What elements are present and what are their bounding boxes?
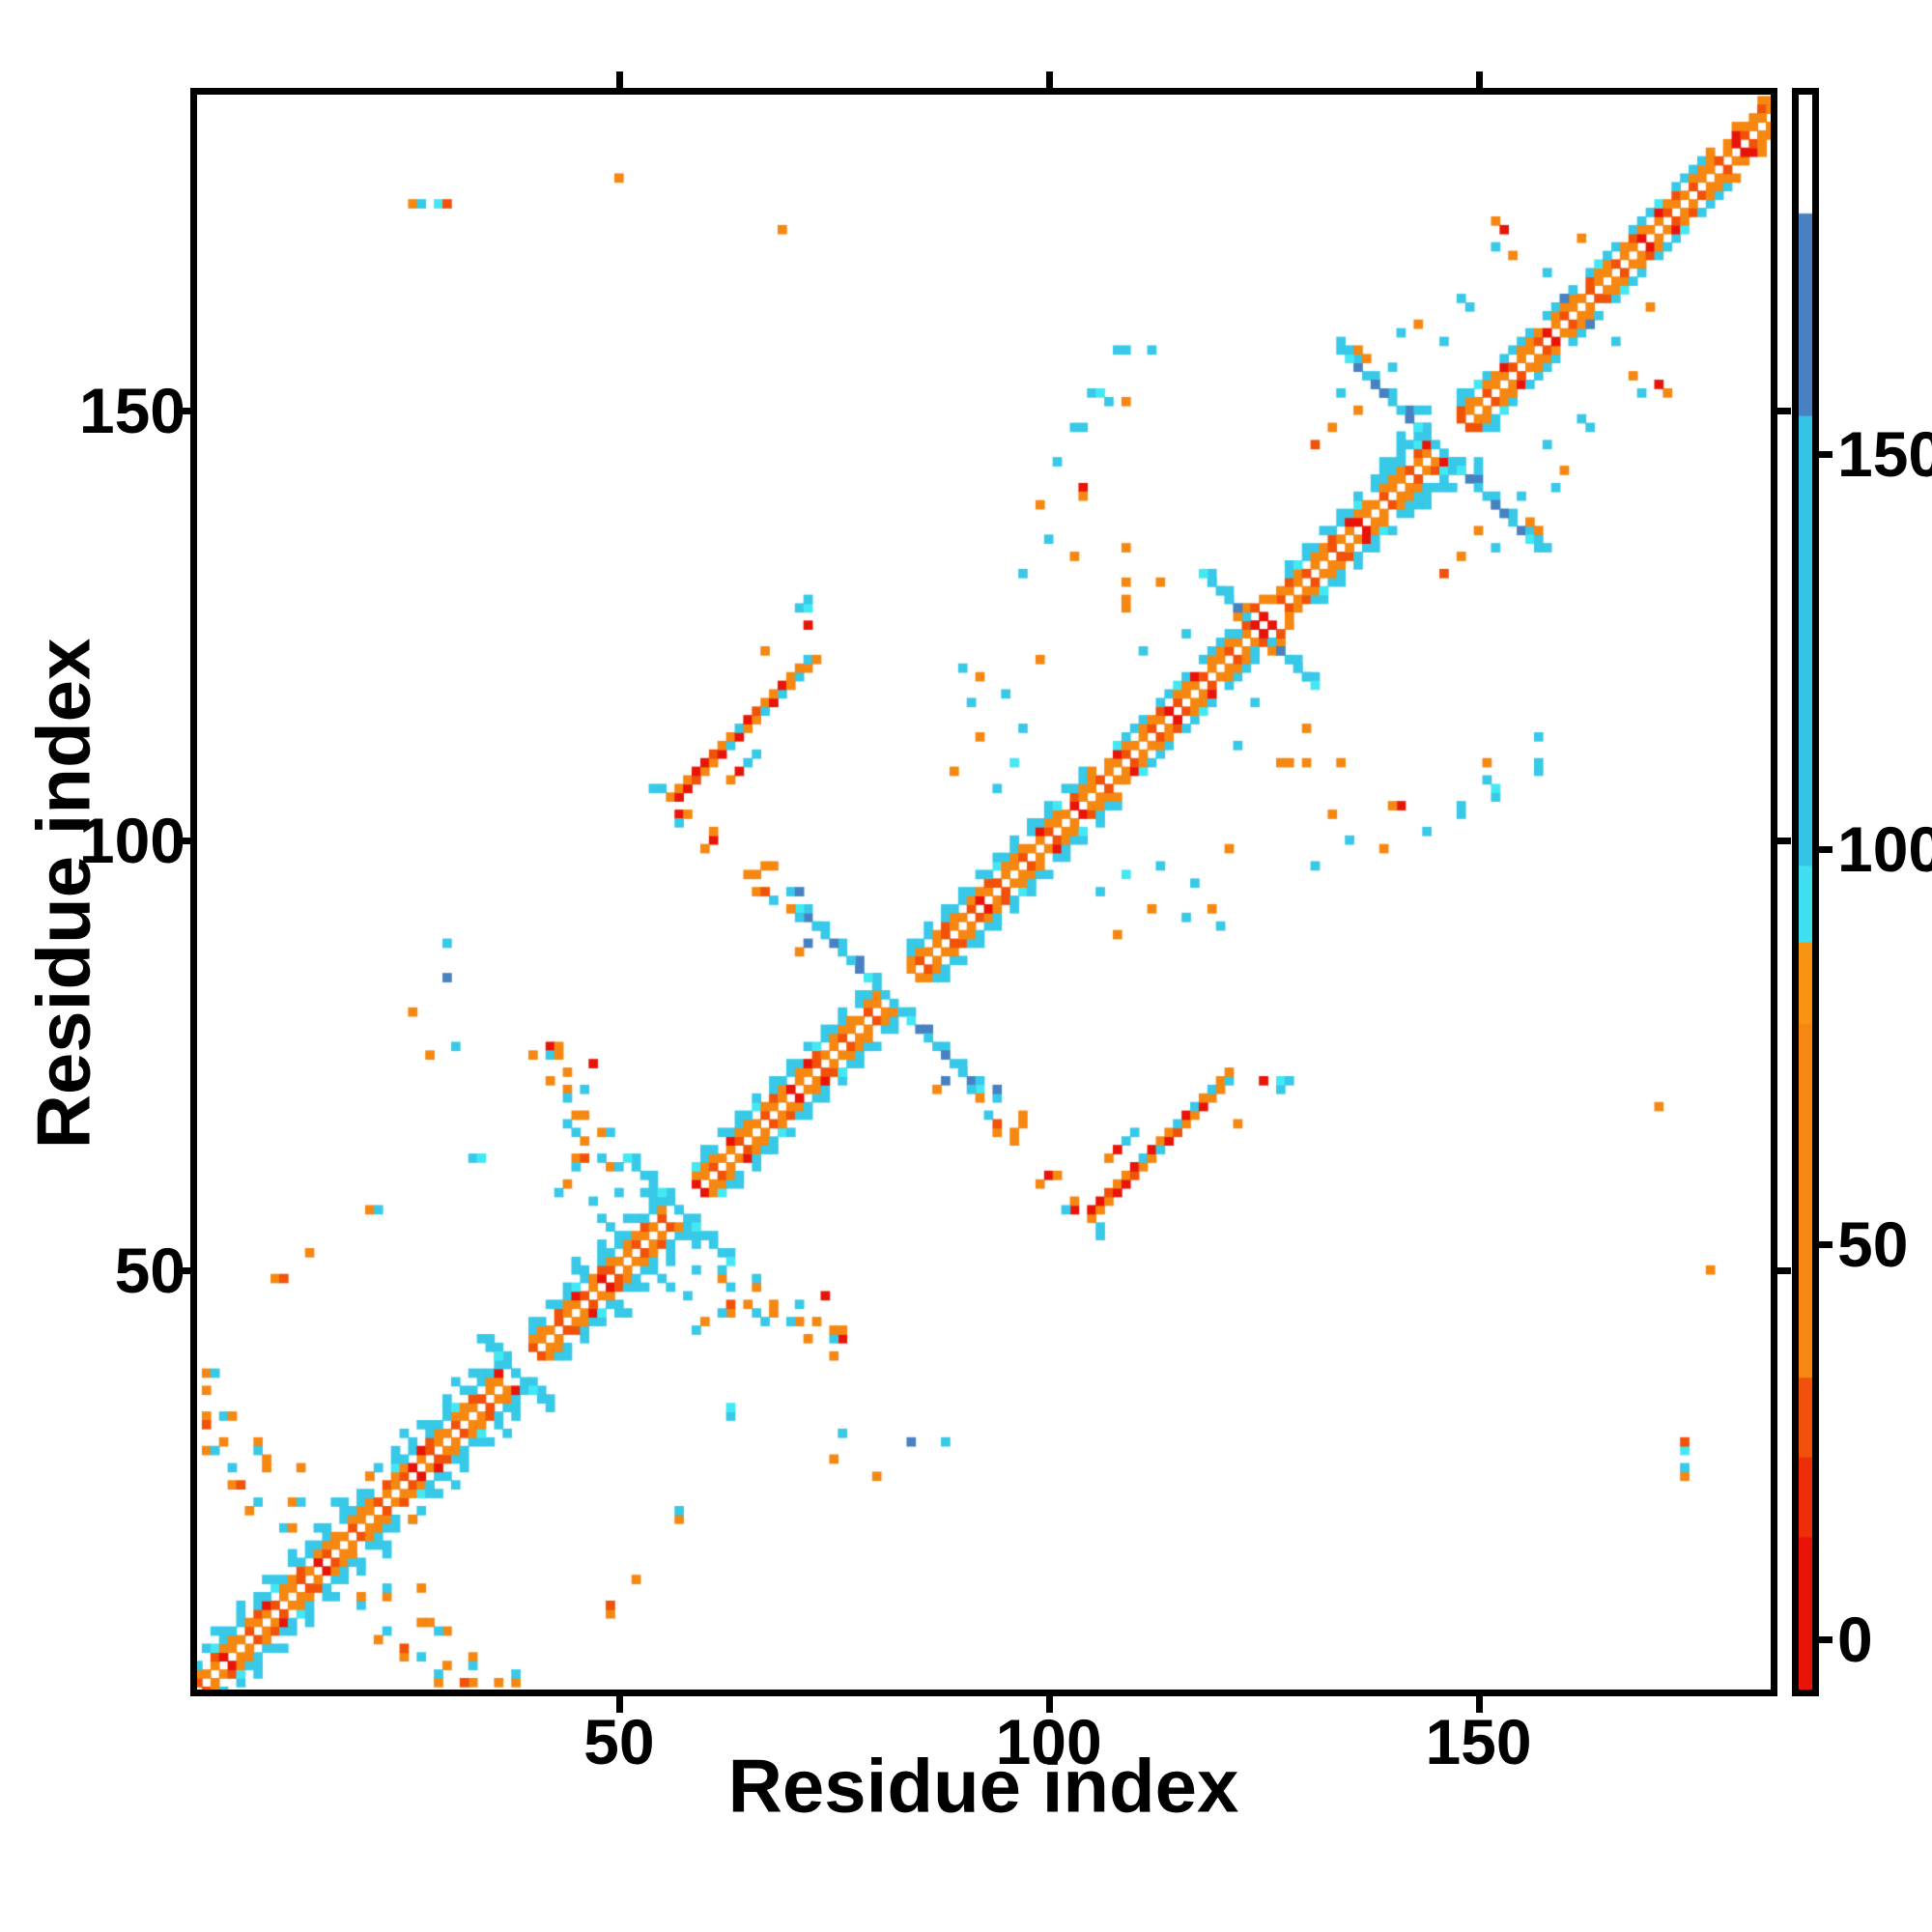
y-tick-mark <box>174 1266 190 1274</box>
colorbar-frame <box>1792 88 1819 1696</box>
y-tick-mark-right <box>1777 1266 1791 1274</box>
y-tick-mark-right <box>1777 837 1791 844</box>
x-tick-label: 100 <box>995 1706 1102 1777</box>
colorbar-gradient <box>1799 95 1812 1690</box>
colorbar-tick-label: 50 <box>1837 1208 1909 1280</box>
colorbar-tick-label: 0 <box>1837 1604 1873 1675</box>
x-tick-mark <box>1475 1696 1483 1713</box>
x-tick-mark-top <box>615 71 623 88</box>
colorbar-tick-mark <box>1819 451 1833 458</box>
x-tick-mark <box>615 1696 623 1713</box>
y-axis-title: Residue index <box>20 638 106 1150</box>
x-tick-label: 50 <box>583 1706 655 1777</box>
x-tick-mark-top <box>1045 71 1053 88</box>
colorbar-tick-mark <box>1819 1241 1833 1248</box>
y-tick-mark-right <box>1777 407 1791 414</box>
plot-frame <box>190 88 1777 1696</box>
y-tick-mark <box>174 407 190 414</box>
y-tick-label: 50 <box>114 1234 185 1306</box>
x-tick-label: 150 <box>1425 1706 1532 1777</box>
y-tick-mark <box>174 837 190 844</box>
x-axis-title: Residue index <box>727 1743 1239 1829</box>
x-tick-mark-top <box>1475 71 1483 88</box>
y-tick-label: 100 <box>78 804 185 876</box>
colorbar-tick-mark <box>1819 846 1833 853</box>
colorbar-tick-label: 150 <box>1837 418 1932 490</box>
colorbar-tick-mark <box>1819 1636 1833 1643</box>
x-tick-mark <box>1045 1696 1053 1713</box>
contact-map-heatmap <box>197 95 1771 1690</box>
y-tick-label: 150 <box>78 374 185 446</box>
colorbar-tick-label: 100 <box>1837 813 1932 885</box>
